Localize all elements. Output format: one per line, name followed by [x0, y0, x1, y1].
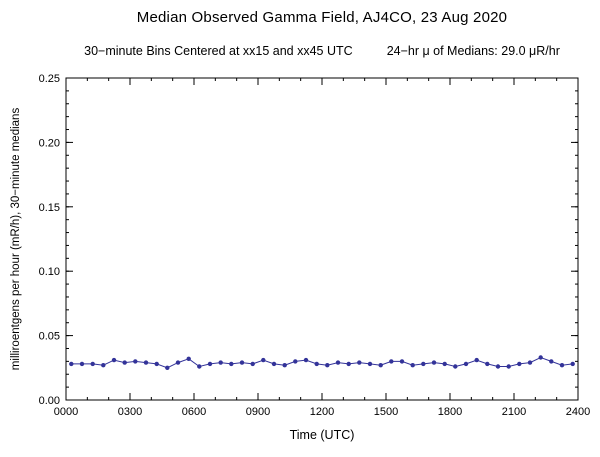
svg-text:1800: 1800	[438, 406, 462, 418]
svg-text:1200: 1200	[310, 406, 334, 418]
data-point	[111, 357, 117, 363]
svg-text:0.10: 0.10	[39, 266, 60, 278]
data-point	[90, 361, 95, 367]
data-point	[165, 365, 170, 370]
y-axis-label: milliroentgens per hour (mR/h), 30−minut…	[10, 107, 22, 371]
svg-text:0.25: 0.25	[39, 73, 60, 85]
svg-text:0.05: 0.05	[39, 331, 60, 343]
data-point	[218, 360, 223, 365]
data-point	[453, 364, 458, 369]
data-point	[549, 359, 554, 364]
data-point	[506, 364, 511, 369]
chart-title: Median Observed Gamma Field, AJ4CO, 23 A…	[136, 9, 508, 26]
data-point	[229, 361, 234, 367]
svg-text:0.20: 0.20	[39, 137, 60, 149]
data-point	[410, 363, 415, 368]
data-point	[325, 363, 330, 368]
axis-ticks	[65, 77, 579, 401]
data-point	[335, 360, 341, 365]
svg-text:0000: 0000	[54, 406, 78, 418]
data-series	[69, 355, 575, 370]
data-point	[527, 360, 533, 365]
data-point	[197, 364, 202, 369]
data-point	[239, 360, 245, 365]
svg-text:0900: 0900	[246, 406, 270, 418]
data-point	[250, 361, 255, 367]
data-point	[143, 360, 149, 365]
svg-text:0600: 0600	[182, 406, 206, 418]
data-point	[133, 359, 138, 364]
data-point	[79, 361, 85, 367]
data-point	[538, 355, 543, 360]
data-point	[122, 360, 127, 365]
plot-frame	[65, 77, 579, 401]
data-point	[389, 359, 394, 364]
svg-text:1500: 1500	[374, 406, 398, 418]
data-point	[293, 359, 298, 364]
svg-text:2100: 2100	[502, 406, 526, 418]
data-point	[101, 363, 106, 368]
data-point	[442, 361, 447, 367]
data-point	[69, 361, 74, 367]
data-point	[570, 361, 575, 367]
data-point	[463, 361, 469, 367]
data-point	[261, 357, 266, 363]
subtitle-mean-text: 24−hr μ of Medians: 29.0 μR/hr	[386, 44, 560, 58]
svg-text:2400: 2400	[566, 406, 590, 418]
data-point	[303, 357, 309, 363]
x-tick-labels: 0000 0300 0600 0900 1200 1500 1800 2100 2400	[54, 406, 590, 418]
data-point	[346, 361, 351, 367]
data-point	[271, 361, 277, 367]
data-point	[474, 357, 479, 363]
data-point	[399, 359, 405, 364]
data-point	[367, 361, 373, 367]
data-point	[378, 363, 383, 368]
data-point	[186, 356, 191, 361]
svg-text:0300: 0300	[118, 406, 142, 418]
data-point	[495, 364, 501, 369]
svg-text:0.00: 0.00	[39, 395, 60, 407]
y-tick-labels: 0.00 0.05 0.10 0.15 0.20 0.25	[39, 73, 60, 407]
data-point	[357, 360, 362, 365]
svg-text:0.15: 0.15	[39, 202, 60, 214]
data-point	[431, 360, 437, 365]
data-point	[517, 361, 522, 367]
data-point	[485, 361, 490, 367]
data-point	[175, 360, 181, 365]
data-point	[207, 361, 213, 367]
subtitle-bins-text: 30−minute Bins Centered at xx15 and xx45…	[84, 44, 353, 58]
data-point	[154, 361, 159, 367]
data-point	[314, 361, 319, 367]
data-point	[559, 363, 565, 368]
data-point	[421, 361, 426, 367]
data-point	[282, 363, 287, 368]
chart-subtitle: 30−minute Bins Centered at xx15 and xx45…	[66, 44, 578, 58]
x-axis-label: Time (UTC)	[289, 428, 355, 442]
